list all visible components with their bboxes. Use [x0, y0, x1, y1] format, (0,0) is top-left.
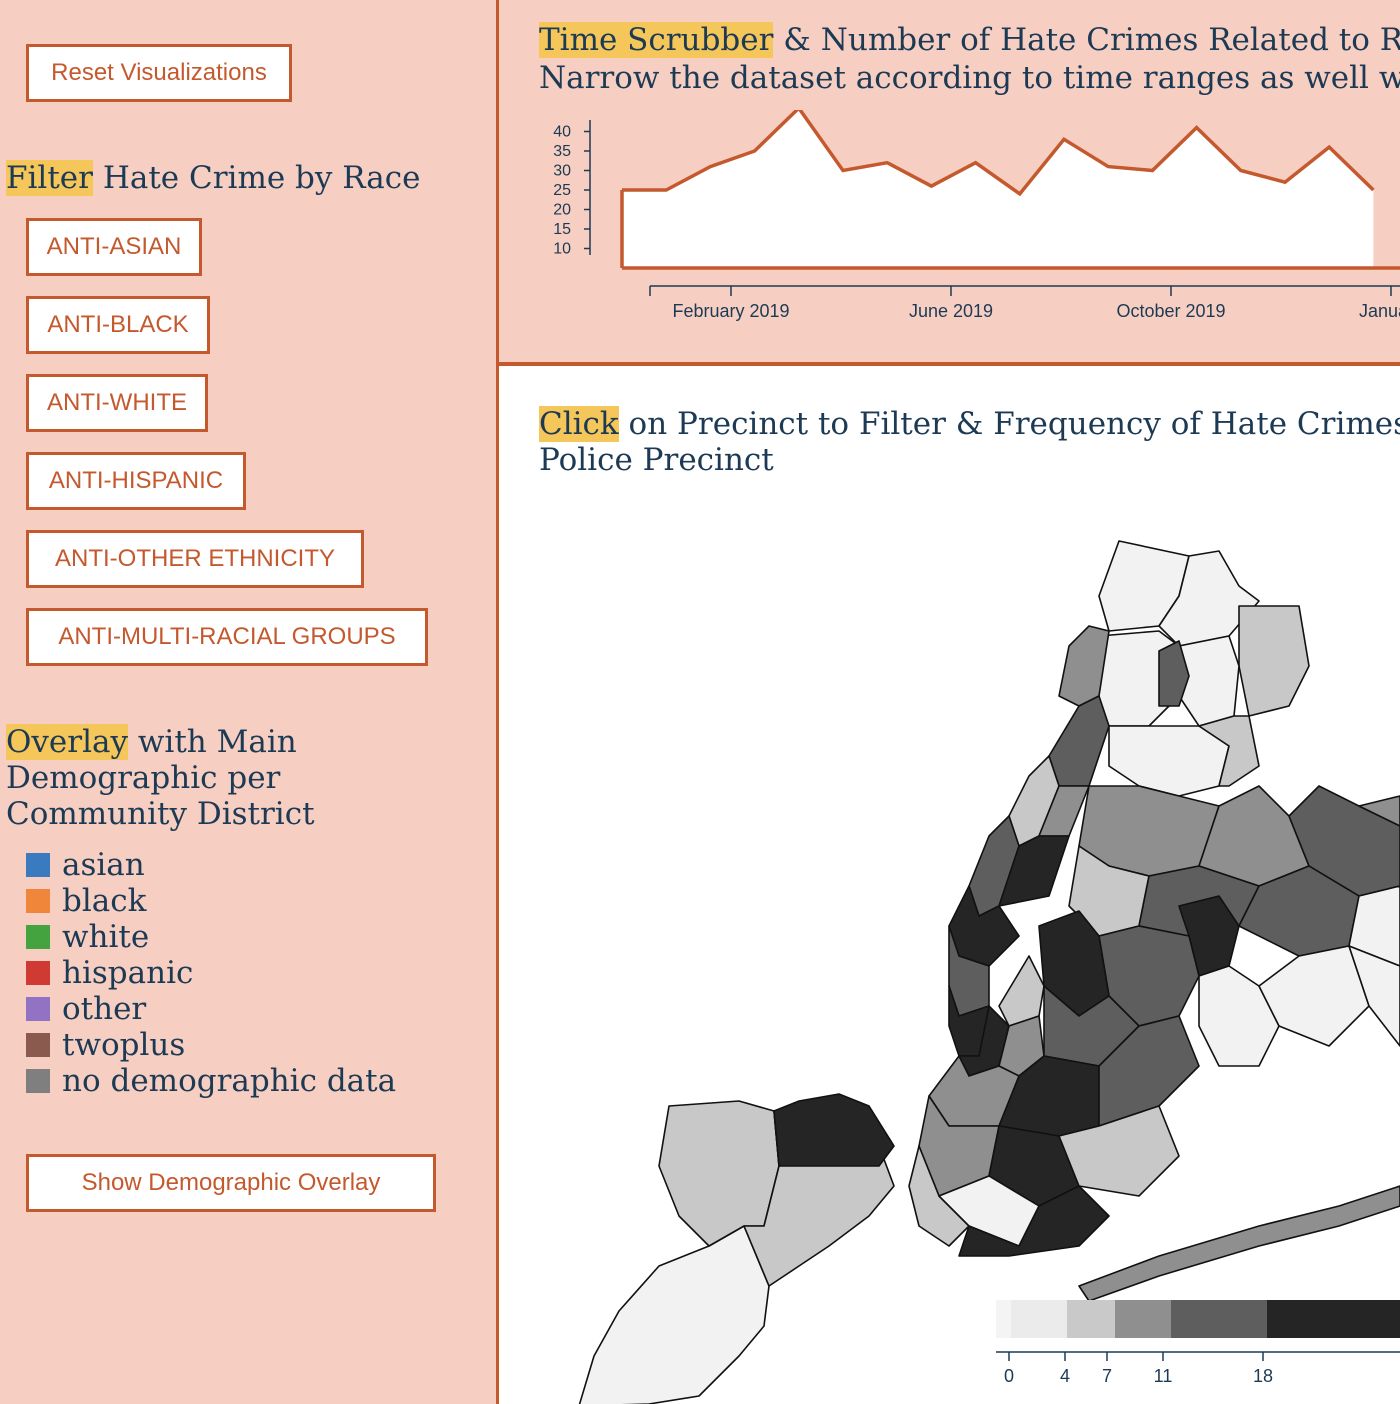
- scale-tick-label: 7: [1102, 1366, 1112, 1386]
- precinct-manhattan-harlem: [1048, 695, 1110, 787]
- horizontal-divider: [499, 362, 1400, 366]
- anti-asian-button[interactable]: ANTI-ASIAN: [26, 218, 202, 276]
- y-tick-label: 20: [553, 202, 571, 219]
- precinct-bronx-se: [1198, 715, 1260, 787]
- legend-swatch: [26, 1069, 50, 1093]
- legend-item-no-demographic-data: no demographic data: [26, 1063, 397, 1099]
- filter-title-highlight: Filter: [6, 160, 93, 196]
- map-title-highlight: Click: [539, 406, 619, 442]
- timeline-title-rest: & Number of Hate Crimes Related to Race: [773, 22, 1400, 58]
- legend-swatch: [26, 961, 50, 985]
- overlay-title-line1: with Main: [128, 724, 297, 760]
- show-demographic-overlay-button[interactable]: Show Demographic Overlay: [26, 1154, 436, 1212]
- y-tick-label: 15: [553, 221, 571, 238]
- legend-item-asian: asian: [26, 847, 145, 883]
- overlay-title-line3: Community District: [6, 796, 315, 832]
- legend-item-twoplus: twoplus: [26, 1027, 186, 1063]
- legend-swatch: [26, 889, 50, 913]
- timeline-title-highlight: Time Scrubber: [539, 22, 774, 58]
- precinct-queens-east: [1348, 885, 1400, 967]
- timeline-subtitle: Narrow the dataset according to time ran…: [539, 60, 1400, 96]
- legend-item-white: white: [26, 919, 150, 955]
- precinct-staten-island-north: [658, 1100, 780, 1247]
- anti-other-ethnicity-button[interactable]: ANTI-OTHER ETHNICITY: [26, 530, 364, 588]
- y-tick-label: 10: [553, 241, 571, 258]
- precinct-map[interactable]: 0 4 7 11 18: [499, 366, 1400, 1404]
- legend-swatch: [26, 997, 50, 1021]
- scale-band: [1171, 1300, 1267, 1338]
- precinct-bronx-dark: [1158, 640, 1190, 707]
- anti-black-button[interactable]: ANTI-BLACK: [26, 296, 210, 354]
- y-tick-label: 35: [553, 143, 571, 160]
- legend-label: hispanic: [62, 955, 194, 991]
- time-scrubber-chart[interactable]: 10 15 20 25 30 35 40 February 2019 June 2019 Octo…: [499, 110, 1400, 350]
- scale-band: [1067, 1300, 1115, 1338]
- precinct-manhattan-mid-e: [998, 835, 1070, 907]
- scale-tick-label: 0: [1004, 1366, 1014, 1386]
- legend-label: other: [62, 991, 147, 1027]
- vertical-divider: [496, 0, 499, 1404]
- y-tick-label: 40: [553, 124, 571, 141]
- precinct-queens-south: [1198, 965, 1280, 1067]
- anti-white-button[interactable]: ANTI-WHITE: [26, 374, 208, 432]
- legend-swatch: [26, 925, 50, 949]
- x-tick-label: October 2019: [1116, 301, 1225, 321]
- x-tick-label: June 2019: [909, 301, 993, 321]
- color-scale: 0 4 7 11 18: [996, 1300, 1400, 1386]
- precinct-staten-island-south: [578, 1225, 770, 1404]
- legend-swatch: [26, 1033, 50, 1057]
- precinct-brooklyn-greenpoint: [998, 955, 1045, 1027]
- x-tick-label: February 2019: [672, 301, 789, 321]
- overlay-title-highlight: Overlay: [6, 724, 129, 760]
- legend-item-other: other: [26, 991, 147, 1027]
- legend-swatch: [26, 853, 50, 877]
- legend-label: black: [62, 883, 147, 919]
- filter-title-rest: Hate Crime by Race: [92, 160, 421, 196]
- scale-tick-label: 4: [1060, 1366, 1070, 1386]
- legend-label: twoplus: [62, 1027, 186, 1063]
- scale-tick-label: 11: [1154, 1366, 1173, 1386]
- map-title-rest: on Precinct to Filter & Frequency of Hat…: [618, 406, 1400, 442]
- area-fill: [622, 110, 1374, 268]
- x-tick-label: January: [1359, 301, 1400, 321]
- anti-multi-racial-groups-button[interactable]: ANTI-MULTI-RACIAL GROUPS: [26, 608, 428, 666]
- legend-label: no demographic data: [62, 1063, 397, 1099]
- map-panel: Click on Precinct to Filter & Frequency …: [499, 366, 1400, 1404]
- scale-tick-label: 18: [1253, 1366, 1273, 1386]
- filter-title: Filter Hate Crime by Race: [6, 160, 421, 196]
- map-title-line2: Police Precinct: [539, 442, 774, 478]
- overlay-title: Overlay with Main Demographic per Commun…: [6, 724, 315, 832]
- scale-band: [1115, 1300, 1171, 1338]
- sidebar: Reset Visualizations Filter Hate Crime b…: [0, 0, 496, 1404]
- y-tick-label: 30: [553, 163, 571, 180]
- scale-band: [996, 1300, 1011, 1338]
- legend-label: asian: [62, 847, 145, 883]
- legend-label: white: [62, 919, 150, 955]
- series-line: [622, 110, 1375, 197]
- precinct-bronx-ne: [1238, 605, 1310, 717]
- timeline-title: Time Scrubber & Number of Hate Crimes Re…: [539, 22, 1400, 58]
- scale-band: [1267, 1300, 1400, 1338]
- precinct-rockaway: [1078, 1185, 1400, 1302]
- y-tick-label: 25: [553, 182, 571, 199]
- precinct-queens-far-se: [1348, 945, 1400, 1047]
- precinct-staten-island-ne: [773, 1093, 895, 1167]
- legend-item-black: black: [26, 883, 147, 919]
- overlay-title-line2: Demographic per: [6, 760, 281, 796]
- timeline-panel: Time Scrubber & Number of Hate Crimes Re…: [499, 0, 1400, 362]
- precinct-brooklyn-coney: [958, 1185, 1110, 1257]
- precinct-queens-ne: [1358, 795, 1400, 827]
- scale-band: [1011, 1300, 1067, 1338]
- reset-visualizations-button[interactable]: Reset Visualizations: [26, 44, 292, 102]
- legend-item-hispanic: hispanic: [26, 955, 194, 991]
- map-title: Click on Precinct to Filter & Frequency …: [539, 406, 1400, 442]
- anti-hispanic-button[interactable]: ANTI-HISPANIC: [26, 452, 246, 510]
